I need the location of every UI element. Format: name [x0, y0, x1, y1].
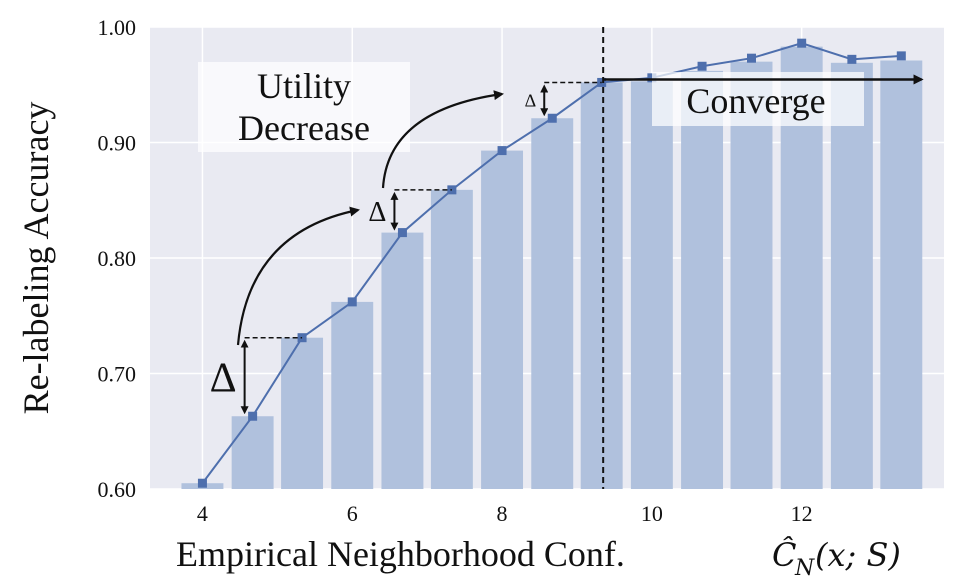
y-tick-label: 0.70	[98, 362, 137, 387]
x-axis-math-args: (x; S)	[815, 536, 901, 574]
x-tick-label: 8	[497, 501, 508, 526]
bar	[331, 301, 374, 489]
x-axis-math-subscript: N	[794, 556, 815, 581]
line-point	[896, 51, 906, 61]
line-point	[847, 54, 857, 64]
x-tick-label: 4	[197, 501, 208, 526]
curved-arrow-1	[236, 206, 360, 346]
delta-label: Δ	[368, 197, 386, 228]
delta-label: Δ	[525, 91, 537, 111]
bar	[481, 150, 524, 489]
bar	[830, 62, 873, 490]
line-point	[797, 38, 807, 48]
bar	[580, 82, 623, 489]
line-point	[647, 73, 657, 83]
delta-label: Δ	[210, 356, 237, 402]
bar	[281, 337, 324, 489]
bar	[231, 416, 274, 489]
bar	[880, 60, 923, 490]
line-point	[197, 478, 207, 488]
x-axis-label: Empirical Neighborhood Conf.	[176, 534, 625, 574]
x-tick-label: 6	[347, 501, 358, 526]
bar	[531, 118, 574, 490]
line-point	[248, 411, 258, 421]
utility-label-line1: Utility	[257, 66, 351, 106]
y-tick-label: 0.80	[98, 246, 137, 271]
bar	[681, 70, 724, 489]
x-tick-label: 12	[791, 501, 813, 526]
converge-label-box	[652, 72, 864, 126]
line-point	[397, 228, 407, 238]
axis-ticks: 0.60 0.70 0.80 0.90 1.00 4 6 8 10 12	[98, 15, 813, 526]
line-point	[746, 53, 756, 63]
x-axis-math-symbol: Ĉ	[772, 536, 796, 574]
y-tick-label: 1.00	[98, 15, 137, 40]
bar	[381, 232, 424, 489]
utility-label-box	[198, 62, 410, 152]
line-point	[697, 61, 707, 71]
bar-series	[181, 46, 923, 490]
bar	[430, 189, 473, 490]
line-point	[497, 146, 507, 156]
y-tick-label: 0.60	[98, 477, 137, 502]
y-tick-label: 0.90	[98, 131, 137, 156]
utility-label-line2: Decrease	[238, 108, 370, 148]
y-axis-label: Re-labeling Accuracy	[16, 102, 56, 415]
line-point	[347, 297, 357, 307]
converge-label: Converge	[686, 81, 825, 121]
bar	[730, 61, 773, 490]
curved-arrow-2	[381, 90, 504, 189]
line-point	[547, 113, 557, 123]
bar	[630, 81, 673, 489]
x-tick-label: 10	[641, 501, 663, 526]
